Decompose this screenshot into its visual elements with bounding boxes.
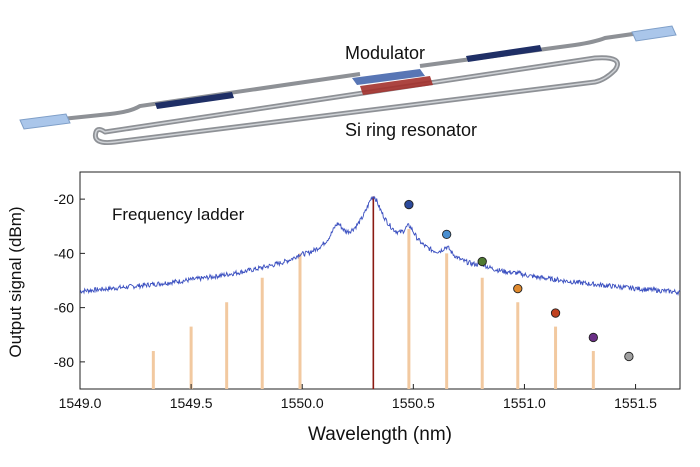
x-tick-label: 1550.0 — [281, 395, 324, 411]
bus-waveguide-right — [419, 31, 641, 68]
plot-frame — [79, 171, 681, 390]
y-tick-label: -60 — [54, 300, 74, 316]
x-tick-label: 1551.5 — [614, 395, 657, 411]
x-tick-label: 1549.5 — [170, 395, 213, 411]
x-axis-label: Wavelength (nm) — [308, 424, 452, 445]
sideband-marker — [477, 256, 487, 267]
sideband-marker — [513, 283, 523, 294]
ring-resonator-label: Si ring resonator — [345, 120, 477, 140]
electrode-right — [466, 45, 542, 62]
frequency-ladder-annotation: Frequency ladder — [112, 205, 245, 224]
y-tick-label: -80 — [54, 354, 74, 370]
ladder-lines — [151, 228, 595, 389]
sideband-marker — [442, 229, 452, 240]
y-tick-label: -40 — [54, 245, 74, 261]
y-axis-ticks: -80 -60 -40 -20 — [54, 191, 85, 370]
sideband-marker — [550, 308, 561, 318]
x-tick-label: 1550.5 — [392, 395, 435, 411]
y-axis-label: Output signal (dBm) — [6, 206, 25, 357]
spectrum-chart: 1549.0 1549.5 1550.0 1550.5 1551.0 1551.5 -80… — [6, 171, 681, 445]
grating-coupler-right — [631, 25, 677, 42]
x-tick-label: 1549.0 — [59, 395, 102, 411]
spectrum-trace — [79, 195, 681, 296]
modulator-pad-blue — [352, 69, 425, 85]
modulator-label: Modulator — [345, 43, 425, 63]
modulator-pad-red — [360, 76, 433, 95]
sideband-marker — [588, 332, 598, 343]
device-illustration: Modulator Si ring resonator — [19, 25, 677, 145]
grating-coupler-left — [19, 113, 71, 130]
sideband-marker — [404, 199, 414, 210]
electrode-left — [155, 92, 234, 109]
sideband-markers — [404, 199, 634, 362]
sideband-marker — [624, 351, 634, 362]
y-tick-label: -20 — [54, 191, 74, 207]
x-tick-label: 1551.0 — [503, 395, 546, 411]
bus-waveguide-left — [61, 72, 361, 121]
x-axis-ticks: 1549.0 1549.5 1550.0 1550.5 1551.0 1551.5 — [59, 384, 657, 411]
